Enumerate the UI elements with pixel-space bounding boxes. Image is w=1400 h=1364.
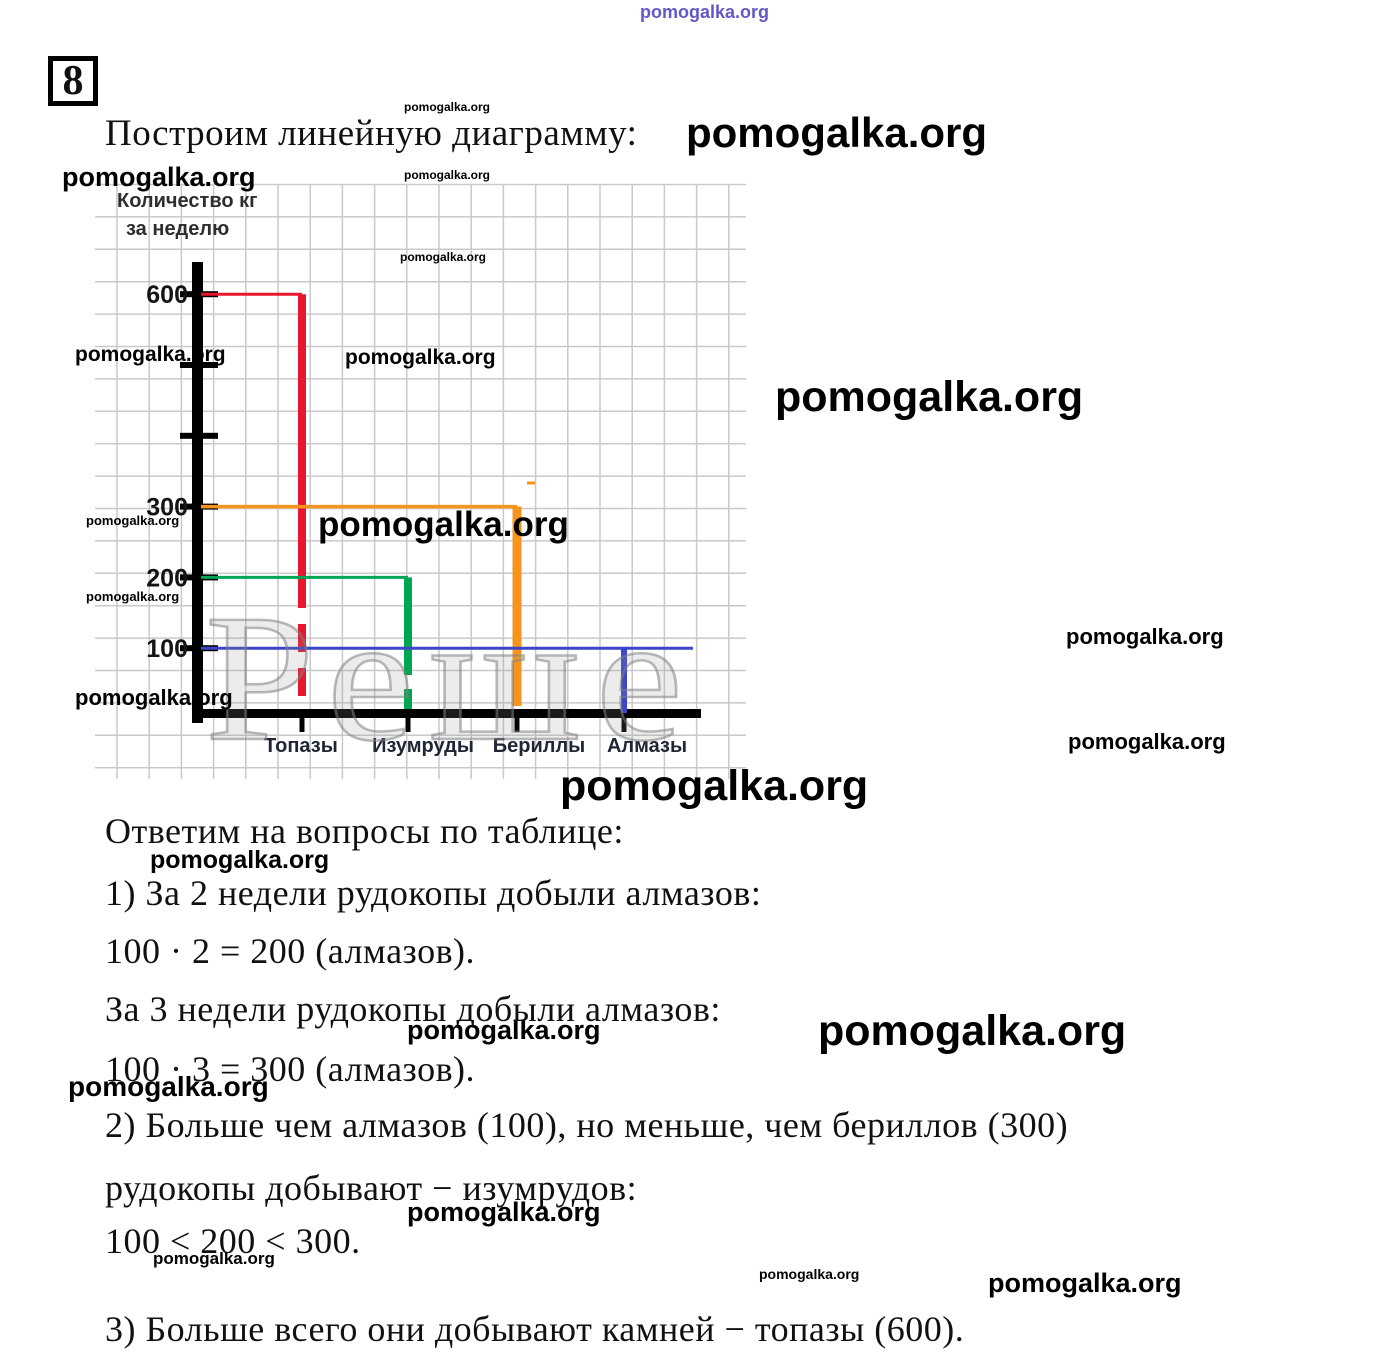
y-axis-caption-line2: за неделю [126,218,229,240]
site-watermark: pomogalka.org [68,1071,269,1102]
site-watermark: pomogalka.org [407,1197,601,1227]
category-label: Алмазы [607,735,687,757]
line-diagram-svg: 600 300 200 100 Топазы Изумруды Бериллы Алмазы К… [95,183,746,779]
y-axis [192,262,203,723]
site-watermark: pomogalka.org [400,250,487,264]
site-watermark: pomogalka.org [988,1268,1182,1298]
site-watermark: pomogalka.org [75,685,233,710]
category-label: Изумруды [372,735,474,757]
y-axis-tick [180,574,218,581]
y-axis-tick [180,291,218,298]
site-watermark: pomogalka.org [686,109,988,156]
x-axis-tick [299,712,305,732]
solution-line: 100 < 200 < 300. [105,1221,361,1261]
site-watermark: pomogalka.org [86,513,180,528]
site-watermark: pomogalka.org [62,162,256,192]
x-axis-tick [621,712,627,732]
site-watermark: pomogalka.org [560,762,869,810]
y-axis-tick [180,503,218,510]
x-axis [196,709,701,718]
site-watermark: pomogalka.org [1066,624,1224,649]
solution-line: рудокопы добывают − изумрудов: [105,1168,638,1208]
x-axis-tick [405,712,411,732]
solution-line: 3) Больше всего они добывают камней − то… [105,1309,965,1349]
page-title: Построим линейную диаграмму: [105,113,638,154]
site-watermark: pomogalka.org [759,1266,860,1282]
y-axis-tick [180,645,218,652]
site-watermark: pomogalka.org [345,346,496,369]
y-axis-tick [180,432,218,439]
site-watermark: pomogalka.org [818,1007,1127,1055]
site-watermark: pomogalka.org [775,373,1084,421]
site-watermark: pomogalka.org [153,1249,275,1268]
solution-line: 100 · 3 = 300 (алмазов). [105,1049,476,1089]
category-label: Бериллы [493,735,586,757]
y-axis-tick [180,362,218,368]
solution-line: 1) За 2 недели рудокопы добыли алмазов: [105,873,762,913]
solution-line: За 3 недели рудокопы добыли алмазов: [105,989,721,1029]
site-watermark: pomogalka.org [404,168,491,182]
site-watermark: pomogalka.org [86,589,180,604]
line-diagram: 600 300 200 100 Топазы Изумруды Бериллы Алмазы К… [95,183,746,779]
y-tick-label: 300 [146,494,188,522]
x-axis-tick [514,712,520,732]
solution-line: 2) Больше чем алмазов (100), но меньше, … [105,1105,1069,1145]
y-tick-label: 600 [146,281,188,309]
y-tick-label: 100 [146,635,188,663]
site-watermark: pomogalka.org [75,343,226,366]
solution-line: 100 · 2 = 200 (алмазов). [105,931,476,971]
site-watermark: pomogalka.org [150,846,330,874]
exercise-number-badge: 8 [48,56,98,106]
y-tick-label: 200 [146,564,188,592]
site-watermark: pomogalka.org [407,1015,601,1045]
y-axis-caption-line1: Количество кг [117,190,257,212]
site-watermark: pomogalka.org [640,2,770,22]
site-watermark: pomogalka.org [318,505,569,544]
site-watermark: pomogalka.org [404,100,491,114]
site-watermark: pomogalka.org [1068,729,1226,754]
category-label: Топазы [264,735,338,757]
solution-heading: Ответим на вопросы по таблице: [105,811,624,851]
